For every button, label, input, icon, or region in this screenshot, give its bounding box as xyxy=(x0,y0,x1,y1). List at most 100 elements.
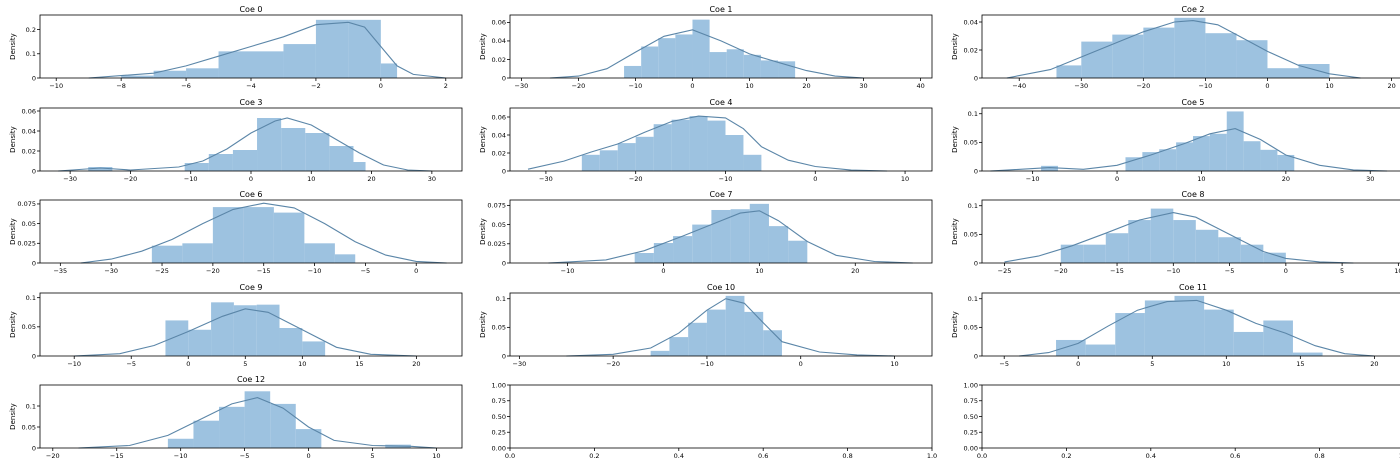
x-tick-label: 0 xyxy=(306,452,310,460)
y-tick-label: 0.05 xyxy=(964,324,978,332)
x-tick-label: −25 xyxy=(155,267,169,275)
histogram-bar xyxy=(1236,40,1268,78)
histogram-bar xyxy=(88,167,113,171)
x-tick-label: 0 xyxy=(1284,267,1288,275)
kde-curve xyxy=(527,115,888,172)
histogram-bar xyxy=(232,150,258,171)
y-tick-label: 0 xyxy=(502,167,506,175)
histogram-bar xyxy=(1056,339,1086,356)
x-tick-label: −5 xyxy=(361,267,371,275)
axes-frame xyxy=(509,199,933,264)
histogram-bar xyxy=(641,46,659,78)
histogram-bar xyxy=(165,320,189,356)
x-tick-label: −10 xyxy=(308,267,322,275)
x-tick-label: −30 xyxy=(539,175,553,183)
y-tick-label: 0.05 xyxy=(22,423,36,431)
x-tick-label: 20 xyxy=(1370,360,1378,368)
histogram-bar xyxy=(184,163,209,171)
y-axis-label: Density xyxy=(479,33,487,60)
x-tick-label: 0.4 xyxy=(674,452,684,460)
x-tick-label: −20 xyxy=(46,452,60,460)
histogram-bar xyxy=(768,226,789,263)
x-tick-label: −10 xyxy=(184,175,198,183)
x-tick-label: −8 xyxy=(116,82,126,90)
histogram-bar xyxy=(1128,220,1151,263)
histogram-bar xyxy=(599,150,618,171)
histogram-bar xyxy=(1233,331,1264,356)
y-tick-label: 0 xyxy=(974,167,978,175)
y-tick-label: 0.04 xyxy=(492,37,506,45)
y-tick-label: 0.02 xyxy=(964,46,978,54)
y-tick-label: 0.04 xyxy=(22,127,36,135)
histogram-bar xyxy=(1144,300,1175,356)
x-tick-label: 1.0 xyxy=(927,452,937,460)
x-tick-label: −20 xyxy=(572,82,586,90)
y-tick-label: 0.05 xyxy=(492,221,506,229)
histogram-bar xyxy=(1240,244,1264,263)
histogram-bar xyxy=(153,70,187,78)
y-tick-label: 0.00 xyxy=(492,444,506,452)
subplot-0: −10 −8 −6 −4 −2 0 2 0 0.1 0.2 Coe 0 Density xyxy=(9,5,463,90)
x-tick-label: 0 xyxy=(813,175,817,183)
histogram-bar xyxy=(744,311,764,356)
histogram-bar xyxy=(243,207,274,263)
x-tick-label: 1.0 xyxy=(1399,452,1400,460)
x-tick-label: −10 xyxy=(1026,175,1040,183)
subplot-title: Coe 4 xyxy=(709,98,732,107)
x-tick-label: 0.6 xyxy=(758,452,768,460)
histogram-bar xyxy=(743,154,762,171)
histogram-bar xyxy=(1041,165,1058,171)
x-tick-label: 0.2 xyxy=(1061,452,1071,460)
y-tick-label: 0.00 xyxy=(964,444,978,452)
subplot-5: −10 0 10 20 30 0 0.05 0.1 Coe 5 Density xyxy=(951,98,1400,183)
histogram-bar xyxy=(725,295,745,356)
x-tick-label: 10 xyxy=(1325,82,1333,90)
y-tick-label: 0.1 xyxy=(26,402,36,410)
x-tick-label: −10 xyxy=(629,82,643,90)
y-tick-label: 0.75 xyxy=(964,397,978,405)
subplot-title: Coe 0 xyxy=(239,5,262,14)
histogram-bar xyxy=(270,403,296,448)
x-tick-label: 20 xyxy=(1387,82,1395,90)
y-tick-label: 0.06 xyxy=(492,19,506,27)
x-tick-label: −15 xyxy=(110,452,124,460)
y-tick-label: 0.05 xyxy=(22,220,36,228)
histogram-bar xyxy=(671,119,690,171)
histogram-bar xyxy=(211,302,234,356)
y-tick-label: 0 xyxy=(974,352,978,360)
subplot-4: −30 −20 −10 0 10 0 0.02 0.04 0.06 Coe 4 Density xyxy=(479,98,933,183)
axes-frame xyxy=(39,199,463,264)
histogram-bar xyxy=(726,49,744,78)
histogram-bar xyxy=(167,438,194,448)
x-tick-label: −20 xyxy=(1054,267,1068,275)
kde-curve xyxy=(1004,212,1354,264)
x-tick-label: 5 xyxy=(370,452,374,460)
histogram-bar xyxy=(1277,154,1295,171)
histogram-bar xyxy=(1243,141,1261,171)
y-axis-label: Density xyxy=(951,33,959,60)
x-tick-label: 10 xyxy=(432,452,440,460)
histogram-bar xyxy=(257,118,282,171)
subplot-2: −40 −30 −20 −10 0 10 20 0 0.02 0.04 Coe 2 Density xyxy=(951,5,1400,90)
y-tick-label: 0.1 xyxy=(968,295,978,303)
axes-frame xyxy=(981,292,1400,357)
y-tick-label: 0.025 xyxy=(487,240,506,248)
subplot-10: −30 −20 −10 0 10 0 0.05 0.1 Coe 10 Density xyxy=(479,283,933,368)
x-tick-label: −20 xyxy=(629,175,643,183)
x-tick-label: −5 xyxy=(1225,267,1235,275)
x-tick-label: 10 xyxy=(901,175,909,183)
x-tick-label: 0.8 xyxy=(842,452,852,460)
histogram-bar xyxy=(634,253,654,263)
histogram-bar xyxy=(1150,208,1174,263)
histogram-bar xyxy=(749,203,769,263)
x-tick-label: −25 xyxy=(998,267,1012,275)
histogram-bar xyxy=(305,133,330,171)
histogram-bar xyxy=(188,329,212,356)
y-axis-label: Density xyxy=(951,311,959,338)
y-tick-label: 0.25 xyxy=(492,429,506,437)
x-tick-label: 40 xyxy=(916,82,924,90)
histogram-bar xyxy=(208,154,233,171)
axes-frame xyxy=(509,384,933,449)
x-tick-label: −10 xyxy=(67,360,81,368)
y-tick-label: 0.50 xyxy=(964,413,978,421)
